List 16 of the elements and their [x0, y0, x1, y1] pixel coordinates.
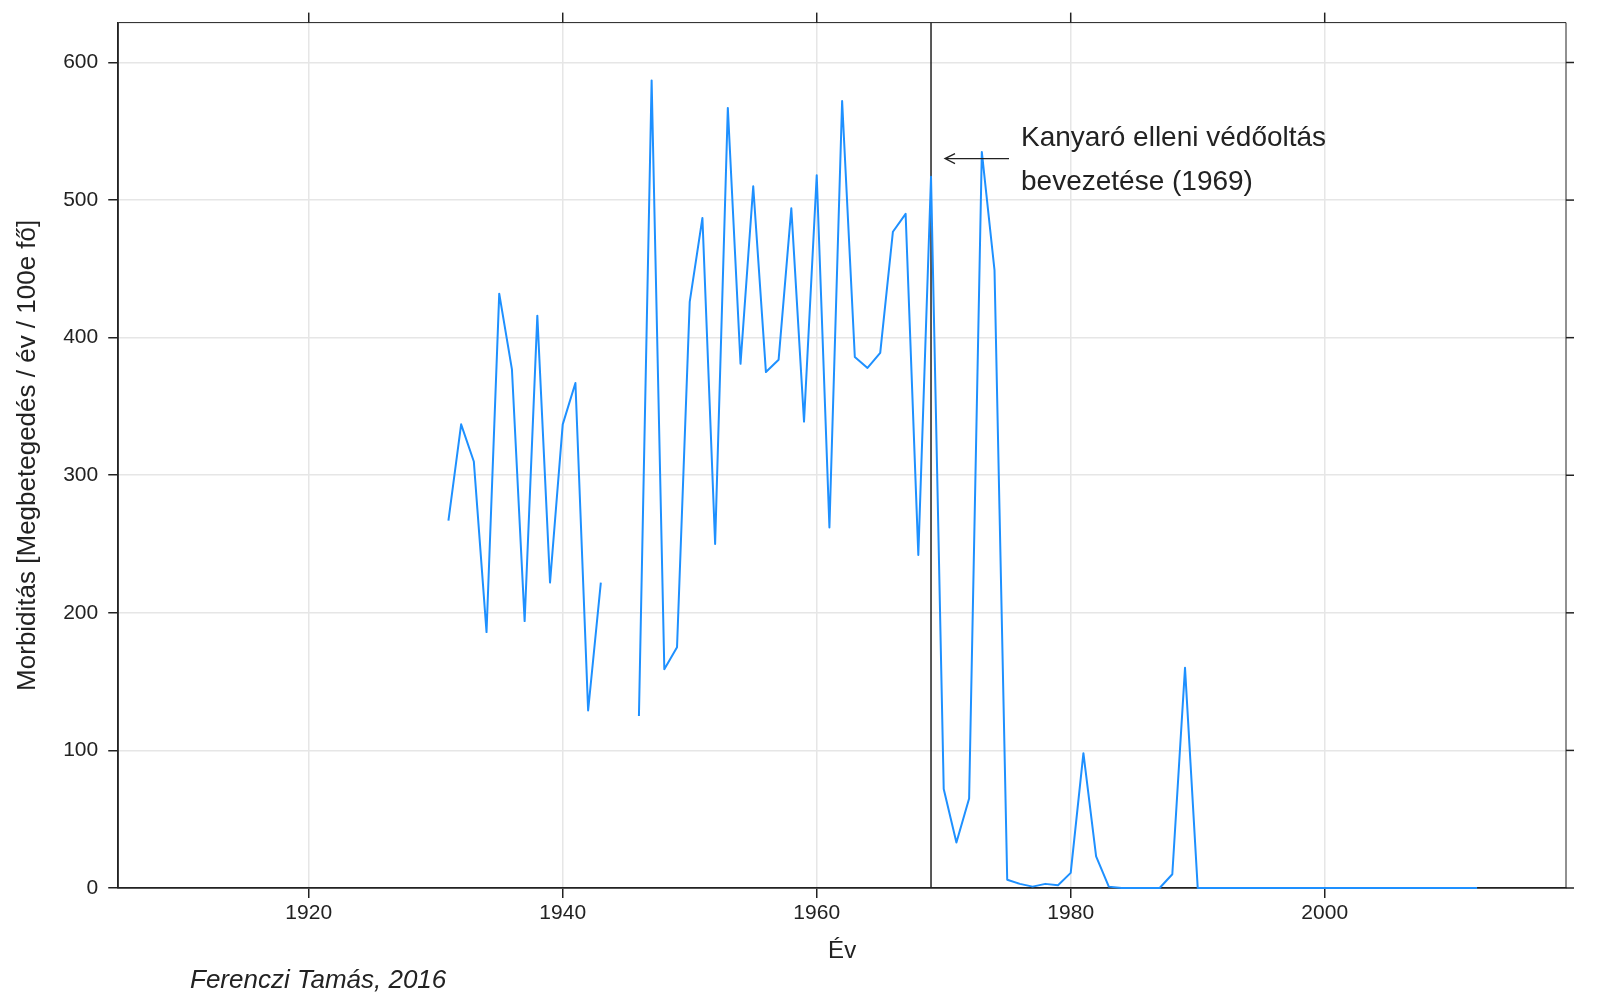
- x-tick-label: 1920: [285, 900, 333, 924]
- x-tick-label: 1940: [539, 900, 587, 924]
- x-tick-label: 1960: [793, 900, 841, 924]
- ref-line-label: Kanyaró elleni védőoltás bevezetése (1969): [1021, 121, 1327, 197]
- x-tick-label: 1980: [1047, 900, 1095, 924]
- x-axis-title: Év: [828, 936, 857, 964]
- y-tick-label: 500: [63, 186, 99, 210]
- y-tick-label: 100: [63, 737, 99, 761]
- y-tick-label: 300: [63, 462, 99, 486]
- y-axis-title: Morbiditás [Megbetegedés / év / 100e fő]: [10, 219, 41, 691]
- x-tick-label: 2000: [1301, 900, 1349, 924]
- text: Ferenczi Tamás, 2016: [190, 964, 447, 994]
- y-tick-label: 200: [63, 599, 99, 623]
- y-tick-label: 0: [86, 874, 99, 898]
- y-tick-label: 400: [63, 324, 99, 348]
- y-tick-label: 600: [63, 49, 99, 73]
